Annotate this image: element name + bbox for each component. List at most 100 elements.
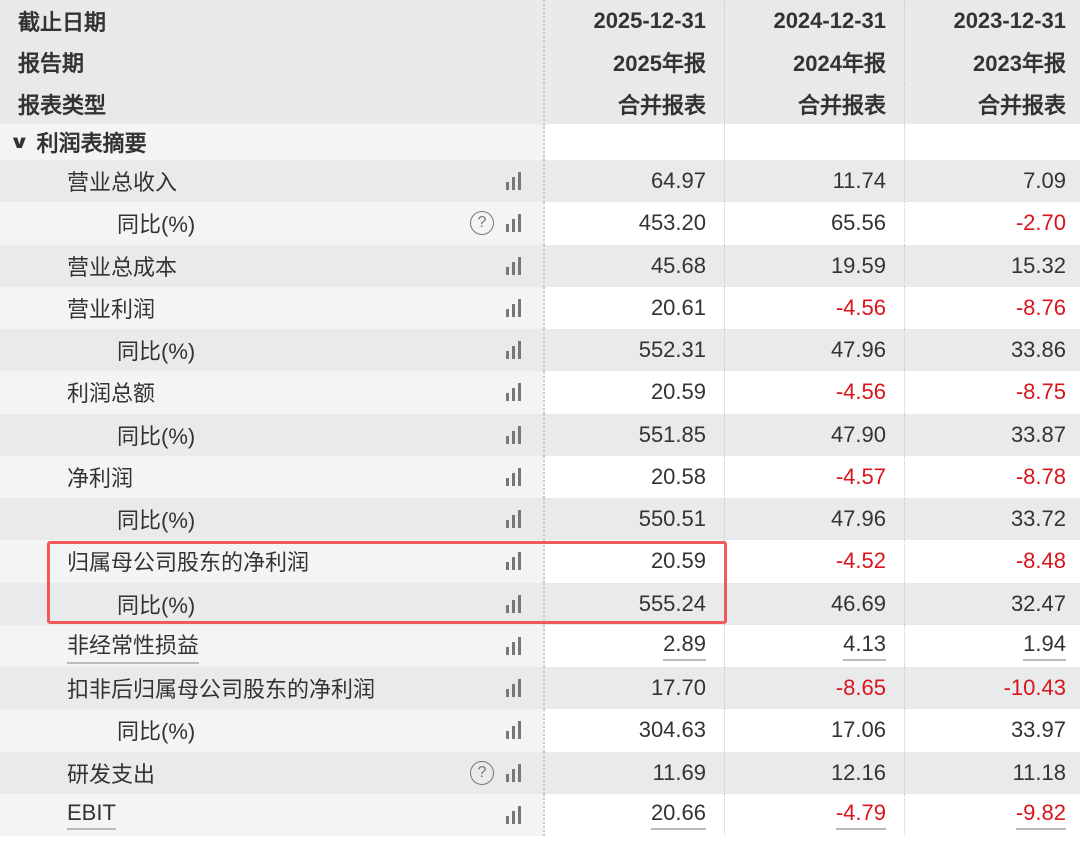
value-cell: -8.76 [1015, 294, 1066, 320]
row-label: EBIT [67, 800, 116, 830]
header-cell: 2024年报 [725, 41, 905, 84]
row-label: 营业总成本 [67, 254, 178, 280]
value-cell: -2.70 [1015, 210, 1066, 236]
bar-chart-icon[interactable] [506, 467, 521, 486]
table-row: 同比(%) 555.24 46.69 32.47 [0, 582, 1080, 625]
bar-chart-icon[interactable] [506, 298, 521, 317]
bar-chart-icon[interactable] [506, 172, 521, 191]
value-cell: 32.47 [1010, 590, 1066, 616]
value-cell: 11.18 [1012, 759, 1066, 785]
help-icon[interactable]: ? [470, 760, 494, 785]
bar-chart-icon[interactable] [506, 510, 521, 529]
value-cell: 453.20 [545, 202, 725, 245]
bar-chart-icon[interactable] [506, 552, 521, 571]
header-cell: 2025年报 [545, 41, 725, 84]
bar-chart-icon[interactable] [506, 636, 521, 655]
bar-chart-icon[interactable] [506, 594, 521, 613]
value-cell: 550.51 [545, 498, 725, 541]
row-label: 同比(%) [117, 423, 196, 449]
chevron-down-icon[interactable]: ∨ [9, 131, 30, 152]
header-cell: 2025-12-31 [545, 0, 725, 43]
row-label: 扣非后归属母公司股东的净利润 [67, 677, 376, 703]
table-row: 研发支出 ? 11.69 12.16 11.18 [0, 751, 1080, 794]
value-cell: -8.78 [1015, 463, 1066, 489]
value-cell: 555.24 [545, 582, 725, 625]
table-row: 同比(%) 550.51 47.96 33.72 [0, 498, 1080, 541]
value-cell: -4.52 [725, 540, 905, 583]
value-cell: 12.16 [725, 751, 905, 794]
table-row: 同比(%) 552.31 47.96 33.86 [0, 329, 1080, 372]
bar-chart-icon[interactable] [506, 805, 521, 824]
value-cell: -4.56 [725, 371, 905, 414]
row-label: 同比(%) [117, 719, 196, 745]
value-cell: 47.96 [725, 329, 905, 372]
table-row: 同比(%) 551.85 47.90 33.87 [0, 413, 1080, 456]
row-label: 归属母公司股东的净利润 [67, 550, 310, 576]
bar-chart-icon[interactable] [506, 763, 521, 782]
bar-chart-icon[interactable] [506, 679, 521, 698]
row-label: 非经常性损益 [67, 628, 200, 664]
bar-chart-icon[interactable] [506, 214, 521, 233]
table-row: 营业总收入 64.97 11.74 7.09 [0, 160, 1080, 203]
value-cell[interactable]: 4.13 [725, 624, 905, 667]
row-label: 利润总额 [67, 381, 156, 407]
help-icon[interactable]: ? [470, 211, 494, 236]
header-label: 报告期 [0, 41, 545, 84]
value-cell: 45.68 [545, 244, 725, 287]
value-cell: 33.97 [1010, 717, 1066, 743]
value-cell: 7.09 [1023, 168, 1066, 194]
table-row: 净利润 20.58 -4.57 -8.78 [0, 455, 1080, 498]
row-label: 同比(%) [117, 508, 196, 534]
bar-chart-icon[interactable] [506, 721, 521, 740]
bar-chart-icon[interactable] [506, 256, 521, 275]
value-cell[interactable]: -9.82 [905, 794, 1080, 836]
header-cell: 2023-12-31 [953, 8, 1066, 34]
value-cell: 20.58 [545, 455, 725, 498]
header-cell: 2024-12-31 [725, 0, 905, 43]
table-row: 归属母公司股东的净利润 20.59 -4.52 -8.48 [0, 540, 1080, 583]
table-row: EBIT 20.66 -4.79 -9.82 [0, 793, 1080, 836]
value-cell: 20.59 [545, 540, 725, 583]
value-cell: 17.06 [725, 709, 905, 752]
header-cell: 合并报表 [977, 92, 1066, 118]
value-cell: -8.65 [725, 667, 905, 710]
value-cell: 17.70 [545, 667, 725, 710]
value-cell: 33.72 [1010, 506, 1066, 532]
value-cell: -4.57 [725, 455, 905, 498]
value-cell[interactable]: -4.79 [725, 793, 905, 836]
header-cell: 2023年报 [973, 51, 1066, 77]
table-row: 同比(%) ? 453.20 65.56 -2.70 [0, 202, 1080, 245]
bar-chart-icon[interactable] [506, 341, 521, 360]
value-cell: 552.31 [545, 329, 725, 372]
value-cell[interactable]: 1.94 [905, 625, 1080, 667]
bar-chart-icon[interactable] [506, 383, 521, 402]
bar-chart-icon[interactable] [506, 425, 521, 444]
value-cell: 11.69 [545, 751, 725, 794]
value-cell: 20.61 [545, 286, 725, 329]
header-cell: 合并报表 [545, 82, 725, 125]
row-label: 净利润 [67, 465, 134, 491]
table-row: 同比(%) 304.63 17.06 33.97 [0, 709, 1080, 752]
table-row: 营业总成本 45.68 19.59 15.32 [0, 244, 1080, 287]
value-cell: 64.97 [545, 160, 725, 203]
header-label: 报表类型 [0, 82, 545, 125]
value-cell: -10.43 [1003, 675, 1066, 701]
table-row: 利润总额 20.59 -4.56 -8.75 [0, 371, 1080, 414]
value-cell: 47.90 [725, 413, 905, 456]
row-label: 营业总收入 [67, 170, 178, 196]
value-cell: -4.56 [725, 286, 905, 329]
value-cell: 20.59 [545, 371, 725, 414]
section-row[interactable]: ∨ 利润表摘要 [0, 124, 1080, 160]
header-row: 报表类型 合并报表 合并报表 合并报表 [0, 82, 1080, 125]
value-cell[interactable]: 20.66 [545, 793, 725, 836]
value-cell: 15.32 [1010, 252, 1066, 278]
header-label: 截止日期 [0, 0, 545, 43]
value-cell: 304.63 [545, 709, 725, 752]
value-cell: 33.86 [1010, 337, 1066, 363]
value-cell[interactable]: 2.89 [545, 624, 725, 667]
header-row: 截止日期 2025-12-31 2024-12-31 2023-12-31 [0, 0, 1080, 43]
value-cell: 19.59 [725, 244, 905, 287]
header-cell: 合并报表 [725, 82, 905, 125]
value-cell: 551.85 [545, 413, 725, 456]
header-row: 报告期 2025年报 2024年报 2023年报 [0, 41, 1080, 84]
